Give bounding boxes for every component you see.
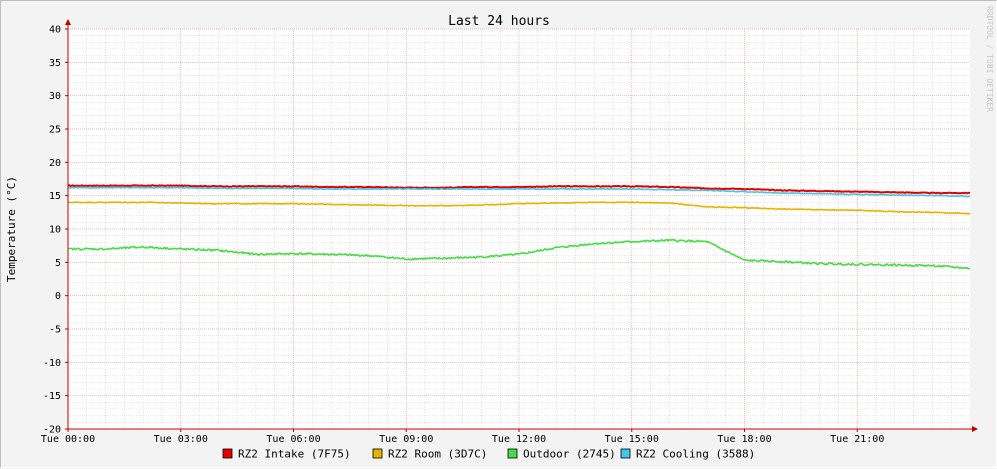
y-tick-label: 35 — [49, 58, 61, 69]
x-tick-label: Tue 15:00 — [605, 434, 659, 445]
legend-swatch — [222, 448, 233, 459]
legend-item-3: Outdoor (2745) — [507, 448, 616, 461]
legend-swatch — [372, 448, 383, 459]
chart-title: Last 24 hours — [448, 14, 550, 29]
minor-grid — [68, 29, 970, 429]
legend-label: RZ2 Cooling (3588) — [636, 448, 755, 461]
x-tick-label: Tue 06:00 — [266, 434, 320, 445]
axes — [65, 19, 978, 432]
y-tick-label: 10 — [49, 225, 61, 236]
series-line-1 — [67, 184, 971, 195]
legend-label: Outdoor (2745) — [523, 448, 616, 461]
y-tick-label: -10 — [43, 358, 61, 369]
x-axis-arrow — [972, 426, 978, 432]
legend-item-2: RZ2 Room (3D7C) — [372, 448, 487, 461]
legend-swatch — [507, 448, 518, 459]
rrdtool-watermark: RRDTOOL / TOBI OETIKER — [985, 6, 994, 112]
series-line-2 — [67, 201, 971, 215]
series-line-4 — [67, 186, 971, 198]
y-tick-label: -15 — [43, 391, 61, 402]
legend-item-4: RZ2 Cooling (3588) — [620, 448, 755, 461]
legend-label: RZ2 Room (3D7C) — [388, 448, 487, 461]
x-tick-label: Tue 09:00 — [379, 434, 433, 445]
x-tick-labels: Tue 00:00 Tue 03:00 Tue 06:00 Tue 09:00 Tue … — [41, 434, 884, 445]
legend: RZ2 Intake (7F75) RZ2 Room (3D7C) Outdoor … — [222, 448, 755, 461]
legend-label: RZ2 Intake (7F75) — [238, 448, 351, 461]
y-tick-label: 5 — [55, 258, 61, 269]
y-tick-label: -20 — [43, 425, 61, 436]
y-tick-label: 20 — [49, 158, 61, 169]
y-tick-label: 25 — [49, 125, 61, 136]
y-tick-label: 30 — [49, 91, 61, 102]
y-tick-label: 15 — [49, 191, 61, 202]
x-tick-label: Tue 03:00 — [154, 434, 208, 445]
x-tick-label: Tue 12:00 — [492, 434, 546, 445]
series-layer — [67, 184, 971, 270]
y-axis-arrow — [65, 19, 71, 25]
y-tick-label: -5 — [49, 325, 61, 336]
y-axis-label: Temperature (°C) — [5, 176, 18, 282]
series-line-3 — [67, 238, 971, 270]
x-tick-label: Tue 00:00 — [41, 434, 95, 445]
y-tick-labels: 40 35 30 25 20 15 10 5 0 -5 -10 -15 -20 — [43, 25, 61, 436]
legend-swatch — [620, 448, 631, 459]
x-tick-label: Tue 21:00 — [830, 434, 884, 445]
x-tick-label: Tue 18:00 — [717, 434, 771, 445]
legend-item-1: RZ2 Intake (7F75) — [222, 448, 351, 461]
y-tick-label: 40 — [49, 25, 61, 36]
y-tick-label: 0 — [55, 291, 61, 302]
